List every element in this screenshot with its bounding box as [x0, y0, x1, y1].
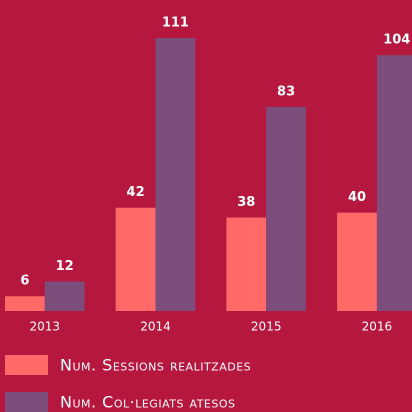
value-label: 42: [127, 185, 145, 200]
bar: [266, 106, 306, 311]
bar: [337, 212, 377, 311]
value-label: 40: [348, 190, 366, 205]
x-tick-label: 2014: [140, 320, 171, 334]
value-label: 38: [237, 195, 255, 210]
value-label: 6: [20, 274, 29, 289]
value-label: 104: [383, 33, 410, 48]
bar: [44, 281, 85, 311]
bar: [5, 296, 45, 311]
legend-swatch: [5, 392, 48, 412]
x-tick-label: 2015: [251, 320, 282, 334]
legend-swatch: [5, 355, 48, 375]
value-label: 12: [56, 259, 74, 274]
value-label: 111: [162, 16, 189, 31]
legend-label: Num. Col·legiats atesos: [60, 393, 236, 412]
legend-label: Num. Sessions realitzades: [60, 356, 251, 375]
x-tick-label: 2016: [362, 320, 393, 334]
bar: [115, 207, 156, 311]
x-tick-label: 2013: [30, 320, 61, 334]
bar: [226, 217, 267, 311]
value-label: 83: [277, 84, 295, 99]
bar: [155, 38, 196, 311]
bar: [376, 55, 412, 311]
